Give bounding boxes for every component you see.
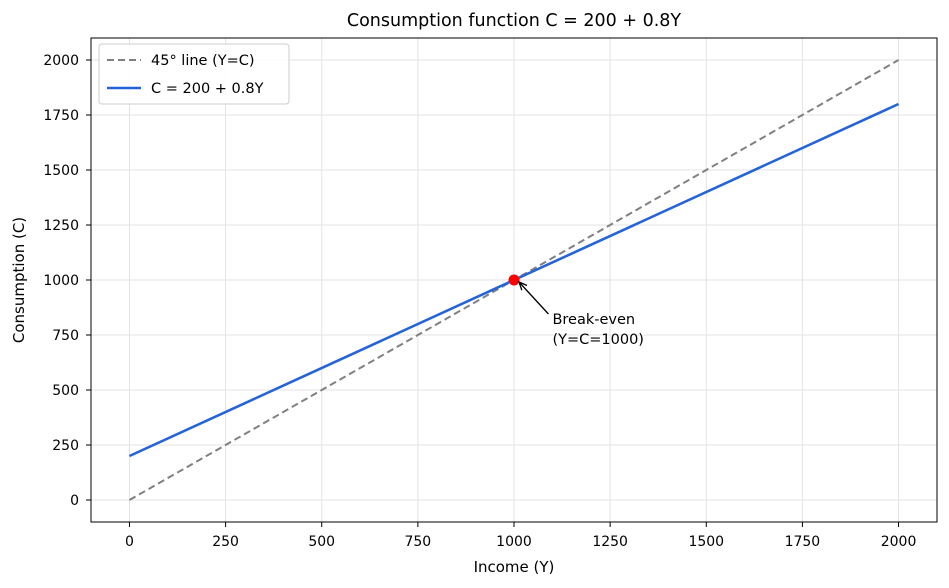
y-tick-label: 2000: [43, 53, 79, 69]
y-tick-label: 0: [70, 493, 79, 509]
annotation-text: (Y=C=1000): [552, 332, 644, 348]
x-tick-label: 750: [404, 534, 431, 550]
plot-frame: [90, 37, 938, 523]
y-tick-label: 1250: [43, 218, 79, 234]
x-tick-label: 2000: [881, 534, 917, 550]
y-tick-label: 250: [52, 438, 79, 454]
y-tick-label: 750: [52, 328, 79, 344]
annotation-arrow: [518, 281, 549, 315]
series-layer: [128, 59, 900, 501]
y-tick-label: 1750: [43, 108, 79, 124]
legend-label-1: C = 200 + 0.8Y: [151, 81, 264, 97]
x-tick-label: 1250: [592, 534, 628, 550]
annotation-arrowhead: [517, 280, 528, 291]
x-axis-label: Income (Y): [474, 558, 555, 576]
x-tick-label: 1500: [688, 534, 724, 550]
annotation: Break-even (Y=C=1000): [517, 280, 644, 348]
y-tick-label: 1500: [43, 163, 79, 179]
annotation-text: Break-even: [552, 312, 635, 328]
legend-box: [98, 43, 290, 105]
y-tick-label: 1000: [43, 273, 79, 289]
chart-title: Consumption function C = 200 + 0.8Y: [347, 11, 682, 31]
x-tick-label: 0: [125, 534, 134, 550]
x-tick-label: 1750: [785, 534, 821, 550]
y-tick-label: 500: [52, 383, 79, 399]
break-even-point: [508, 274, 520, 286]
x-tick-label: 500: [308, 534, 335, 550]
x-tick-label: 1000: [496, 534, 532, 550]
legend-label-0: 45° line (Y=C): [151, 53, 255, 69]
legend: 45° line (Y=C) C = 200 + 0.8Y: [98, 43, 290, 105]
y-axis-label: Consumption (C): [10, 217, 28, 343]
axis-ticks: 0 250 500 750 1000 1250 1500 1750 2000 0 250 500 750…: [43, 53, 916, 550]
x-tick-label: 250: [212, 534, 239, 550]
